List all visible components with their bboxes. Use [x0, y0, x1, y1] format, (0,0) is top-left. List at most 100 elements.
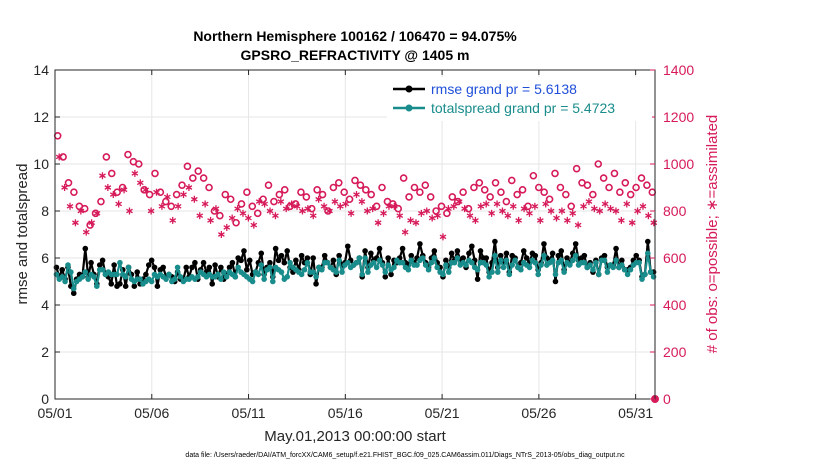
asterisk-stroke — [472, 218, 479, 223]
assimilated-obs-point — [180, 191, 187, 199]
totalspread-point — [382, 269, 389, 275]
plot-area — [55, 70, 655, 399]
possible-obs-point — [145, 190, 154, 199]
totalspread-point — [339, 269, 345, 275]
assimilated-obs-point — [309, 212, 317, 220]
totalspread-point — [99, 266, 106, 273]
asterisk-stroke — [374, 220, 382, 226]
asterisk-stroke — [396, 213, 404, 219]
totalspread-point — [541, 252, 547, 259]
possible-obs-point — [280, 186, 289, 194]
asterisk-stroke — [482, 201, 490, 207]
possible-obs-point — [97, 197, 105, 206]
rmse-point — [368, 250, 374, 257]
possible-obs-point — [497, 188, 505, 196]
rmse-point — [209, 281, 216, 287]
rmse-point — [336, 252, 342, 259]
assimilated-obs-point — [190, 195, 198, 203]
rmse-point — [183, 264, 190, 271]
y-tick-label: 0 — [41, 391, 49, 407]
assimilated-obs-point — [109, 191, 117, 199]
y2-tick-label: 0 — [663, 391, 671, 407]
totalspread-point — [269, 278, 276, 285]
assimilated-obs-point — [515, 216, 523, 224]
rmse-point — [469, 243, 475, 250]
totalspread-point — [639, 276, 645, 282]
possible-obs-point — [643, 181, 651, 189]
assimilated-obs-point — [585, 198, 593, 206]
assimilated-obs-point — [607, 205, 614, 213]
assimilated-obs-point — [628, 219, 636, 227]
totalspread-point — [365, 269, 371, 275]
possible-obs-point — [518, 186, 527, 194]
assimilated-obs-point — [142, 186, 150, 194]
totalspread-point — [593, 259, 599, 266]
y2-axis-label: # of obs: o=possible; ∗=assimilated — [704, 115, 721, 354]
asterisk-stroke — [423, 208, 431, 214]
assimilated-obs-point — [353, 191, 360, 199]
totalspread-point — [451, 259, 458, 266]
assimilated-obs-point — [634, 207, 641, 215]
rmse-point — [552, 278, 559, 285]
totalspread-point — [445, 269, 452, 275]
possible-obs-point — [107, 169, 116, 178]
totalspread-point — [359, 271, 366, 278]
totalspread-point — [114, 271, 120, 278]
possible-obs-point — [405, 193, 413, 201]
rmse-point — [532, 252, 539, 259]
possible-obs-point — [416, 188, 424, 196]
rmse-point — [460, 255, 466, 261]
asterisk-stroke — [239, 211, 247, 216]
rmse-point — [601, 252, 608, 259]
assimilated-obs-point — [158, 202, 166, 210]
totalspread-point — [483, 262, 490, 268]
asterisk-stroke — [174, 203, 182, 209]
totalspread-point — [500, 264, 507, 271]
assimilated-obs-point — [590, 205, 598, 213]
possible-obs-point — [124, 150, 132, 159]
rmse-spread-series — [53, 238, 657, 297]
totalspread-point — [486, 274, 492, 280]
asterisk-stroke — [61, 185, 68, 190]
possible-obs-point — [524, 202, 532, 211]
asterisk-stroke — [180, 192, 187, 197]
possible-obs-point — [226, 195, 235, 204]
assimilated-obs-point — [472, 216, 479, 224]
rmse-point — [59, 266, 66, 273]
totalspread-point — [220, 269, 227, 275]
assimilated-obs-point — [326, 207, 333, 215]
assimilated-obs-point — [439, 233, 447, 241]
totalspread-point — [636, 259, 642, 266]
totalspread-point — [379, 262, 386, 268]
asterisk-stroke — [488, 211, 496, 216]
y-tick-label: 10 — [33, 156, 49, 172]
totalspread-point — [425, 266, 432, 273]
totalspread-point — [422, 262, 429, 268]
assimilated-obs-point — [488, 209, 496, 217]
asterisk-stroke — [250, 222, 258, 228]
assimilated-obs-point — [396, 212, 404, 220]
totalspread-point — [454, 255, 461, 261]
asterisk-stroke — [185, 185, 193, 190]
assimilated-obs-point — [601, 200, 609, 208]
possible-obs-point — [567, 202, 576, 211]
asterisk-stroke — [66, 203, 74, 209]
assimilated-obs-point — [407, 216, 414, 224]
x-tick-label: 05/31 — [618, 405, 653, 421]
assimilated-obs-point — [315, 195, 323, 203]
totalspread-point — [647, 269, 654, 275]
rmse-point — [238, 257, 244, 264]
assimilated-obs-point — [320, 202, 328, 210]
x-tick-label: 05/01 — [37, 405, 72, 421]
totalspread-point — [298, 271, 305, 278]
asterisk-stroke — [234, 206, 241, 211]
rmse-point — [151, 264, 158, 271]
assimilated-obs-point — [196, 212, 204, 220]
assimilated-obs-point — [126, 207, 133, 215]
y2-tick-label: 800 — [663, 203, 687, 219]
rmse-point — [111, 262, 117, 268]
assimilated-obs-point — [77, 207, 85, 215]
asterisk-stroke — [169, 218, 177, 223]
rmse-point — [189, 264, 195, 271]
rmse-point — [244, 266, 250, 273]
